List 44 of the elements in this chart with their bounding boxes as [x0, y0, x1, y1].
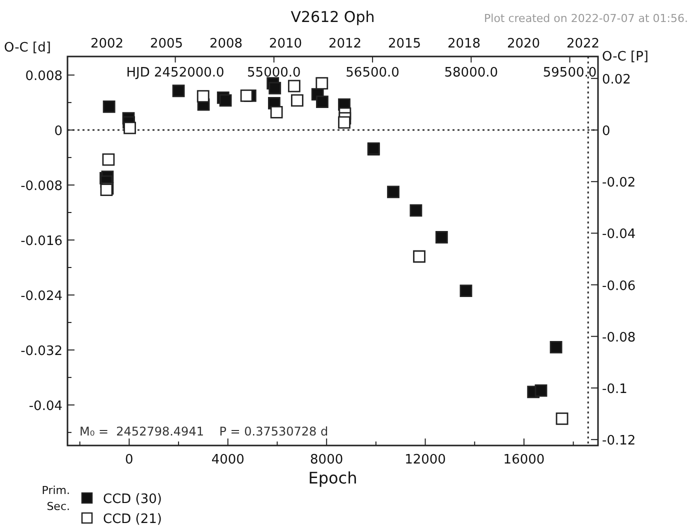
y-tick-label: -0.032: [20, 344, 62, 359]
y2-tick-label: -0.1: [602, 382, 628, 397]
x2-tick-label: 59500.0: [542, 66, 597, 80]
x-tick-label: 0: [125, 452, 134, 468]
y-tick-label: 0.008: [25, 69, 62, 84]
y2-tick-label: -0.08: [602, 330, 636, 346]
text: 2005: [150, 36, 184, 52]
y-tick-label: 0: [54, 124, 62, 140]
chart-title: V2612 Oph: [290, 8, 375, 26]
y2-tick-label: 0.02: [602, 72, 631, 88]
y2-tick-label: -0.12: [602, 434, 636, 449]
y-tick-label: -0.04: [28, 398, 62, 414]
text: Prim.: [42, 484, 70, 497]
x2-axis-title: HJD 2452000.0: [126, 66, 224, 80]
y-tick-label: -0.008: [20, 179, 62, 194]
x-tick-label: 16000: [503, 452, 545, 468]
text: 2010: [268, 36, 302, 52]
annotation: M₀ = 2452798.4941 P = 0.37530728 d: [80, 424, 328, 438]
text: 2008: [209, 36, 243, 52]
legend-label: CCD (21): [103, 512, 162, 527]
text: 2015: [388, 36, 422, 52]
text: 2022: [566, 36, 600, 52]
x-axis-title: Epoch: [308, 468, 358, 488]
y2-tick-label: -0.04: [602, 227, 636, 242]
y-axis-title: O-C [d]: [4, 40, 51, 56]
y2-axis-title: O-C [P]: [602, 50, 648, 64]
text: 2020: [506, 36, 540, 52]
x2-tick-label: 55000.0: [247, 66, 301, 80]
y2-tick-label: 0: [602, 124, 610, 140]
text: Plot created on 2022-07-07 at 01:56.: [484, 12, 688, 25]
x2-tick-label: 56500.0: [346, 66, 400, 80]
x2-tick-label: 58000.0: [444, 66, 498, 80]
y2-tick-label: -0.06: [602, 278, 636, 294]
x-tick-label: 4000: [211, 452, 244, 468]
legend-label: CCD (30): [103, 492, 162, 507]
x-tick-label: 8000: [310, 452, 344, 468]
y-tick-label: -0.024: [20, 288, 62, 304]
y2-tick-label: -0.02: [602, 176, 636, 191]
text: Sec.: [46, 500, 70, 513]
x-tick-label: 12000: [404, 452, 446, 468]
text: 2002: [90, 36, 124, 52]
y-tick-label: -0.016: [20, 234, 62, 250]
text: 2012: [328, 36, 362, 52]
text: 2018: [447, 36, 481, 52]
